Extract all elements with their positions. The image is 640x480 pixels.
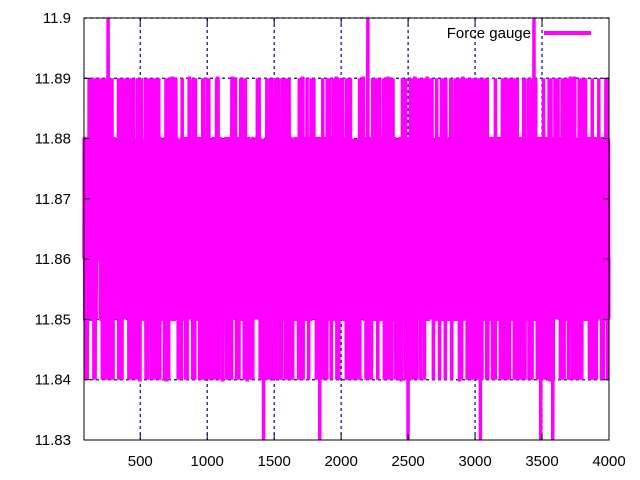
axis-ticks	[84, 17, 610, 441]
x-tick-label-2000: 2000	[324, 453, 357, 470]
y-tick-label-0: 11.83	[35, 432, 71, 449]
series-force-gauge	[82, 17, 611, 441]
x-tick-label-3000: 3000	[458, 453, 491, 470]
y-tick-label-4: 11.87	[35, 191, 71, 208]
y-tick-label-1: 11.84	[35, 372, 71, 389]
x-tick-label-500: 500	[128, 453, 153, 470]
y-tick-label-5: 11.88	[35, 131, 71, 148]
legend-label-force-gauge: Force gauge	[447, 25, 531, 42]
plot-border	[83, 17, 610, 441]
x-tick-label-4000: 4000	[592, 453, 625, 470]
y-tick-label-2: 11.85	[35, 311, 71, 328]
y-tick-label-6: 11.89	[35, 70, 71, 87]
x-tick-label-1500: 1500	[257, 453, 290, 470]
series-line-force-gauge	[82, 17, 611, 441]
y-tick-label-7: 11.9	[43, 10, 71, 27]
legend: Force gauge	[447, 25, 591, 42]
x-tick-label-1000: 1000	[191, 453, 224, 470]
y-tick-label-3: 11.86	[35, 251, 71, 268]
axis-tick-labels: 500 1000 1500 2000 2500 3000 3500 4000 11.83 11.8…	[35, 10, 626, 470]
x-tick-label-2500: 2500	[391, 453, 424, 470]
x-tick-label-3500: 3500	[525, 453, 558, 470]
